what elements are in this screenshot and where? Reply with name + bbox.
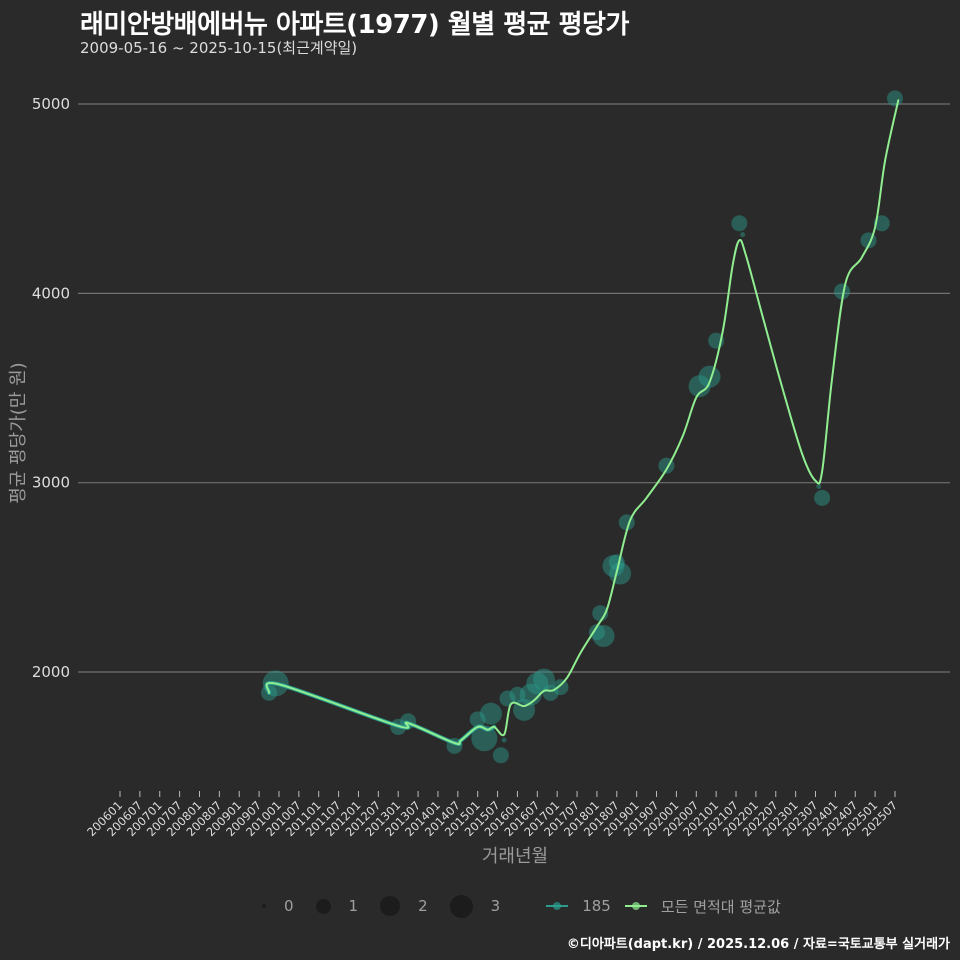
legend-size-2-icon	[380, 896, 401, 916]
data-point	[532, 668, 555, 691]
line-all-average	[265, 99, 900, 746]
legend-size-1-icon	[315, 898, 331, 914]
data-point	[519, 683, 542, 706]
data-point	[887, 90, 903, 107]
data-point	[731, 215, 748, 232]
y-tick-label: 4000	[32, 284, 70, 302]
data-point	[501, 737, 507, 743]
data-point	[873, 215, 890, 232]
data-point	[834, 283, 851, 300]
y-axis-title: 평균 평당가(만 원)	[8, 362, 29, 504]
legend-line-185-label: 185	[582, 897, 611, 915]
data-point	[509, 686, 526, 703]
data-point	[698, 365, 721, 388]
data-point	[592, 625, 615, 648]
data-point	[688, 375, 711, 398]
series-lines	[264, 99, 900, 747]
y-tick-label: 5000	[32, 95, 70, 113]
data-point	[526, 672, 549, 695]
y-axis-ticks: 2000 3000 4000 5000	[32, 95, 70, 681]
data-point	[479, 702, 502, 725]
source-caption: ©디아파트(dapt.kr) / 2025.12.06 / 자료=국토교통부 실…	[566, 937, 950, 952]
legend-line-all-label: 모든 면적대 평균값	[660, 897, 781, 916]
legend-size-3-icon	[449, 894, 473, 918]
chart-subtitle: 2009-05-16 ~ 2025-10-15(최근계약일)	[80, 39, 358, 57]
data-point	[588, 624, 605, 641]
legend-size-0-label: 0	[284, 897, 294, 915]
x-axis-title: 거래년월	[481, 846, 549, 867]
legend-size-2-label: 2	[418, 897, 428, 915]
data-point	[469, 711, 486, 728]
data-point	[552, 679, 569, 696]
y-tick-label: 3000	[32, 474, 70, 492]
data-point	[609, 562, 632, 585]
data-point	[492, 747, 509, 764]
data-point	[816, 483, 822, 489]
legend-size-1-label: 1	[348, 897, 359, 915]
x-axis-ticks: 2006012006072007012007072008012008072009…	[84, 791, 900, 839]
y-tick-label: 2000	[32, 663, 70, 681]
legend-size-3-label: 3	[490, 897, 501, 915]
legend: 0 1 2 3 185 모든 면적대 평균값	[262, 893, 803, 919]
data-point	[471, 725, 498, 752]
legend-size-0-icon	[262, 904, 266, 908]
data-point	[814, 489, 831, 506]
y-gridlines	[78, 103, 950, 673]
legend-line-all-icon	[624, 902, 647, 910]
scatter-points-185	[261, 90, 903, 764]
chart-title: 래미안방배에버뉴 아파트(1977) 월별 평균 평당가	[80, 10, 629, 40]
legend-line-185-icon	[546, 902, 569, 910]
data-point	[740, 232, 746, 238]
